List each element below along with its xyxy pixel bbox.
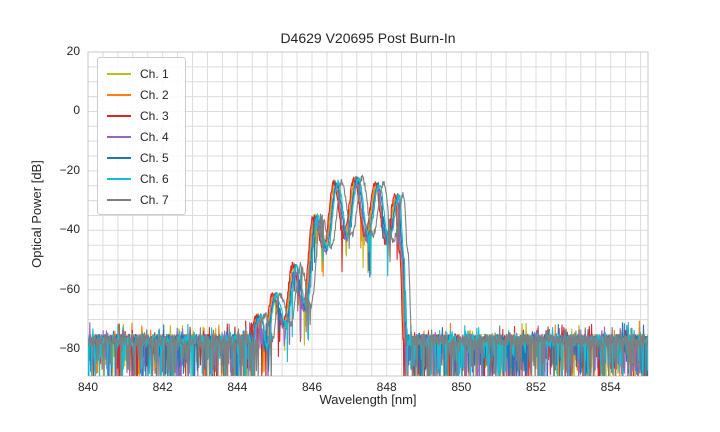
- legend-line-swatch: [107, 177, 131, 180]
- chart-title: D4629 V20695 Post Burn-In: [280, 30, 456, 46]
- legend-label: Ch. 2: [140, 87, 169, 102]
- y-tick-label: −40: [59, 222, 80, 237]
- x-tick-label: 848: [376, 380, 397, 394]
- legend-line-swatch: [107, 114, 131, 117]
- x-tick-label: 850: [451, 380, 472, 394]
- legend-line-swatch: [107, 135, 131, 138]
- legend-item-ch-2: Ch. 2: [107, 84, 185, 105]
- legend: Ch. 1 Ch. 2 Ch. 3 Ch. 4 Ch. 5 Ch. 6 Ch. 7: [97, 57, 186, 215]
- x-tick-label: 852: [525, 380, 547, 394]
- legend-line-swatch: [107, 93, 131, 96]
- legend-item-ch-4: Ch. 4: [107, 126, 185, 147]
- legend-label: Ch. 4: [140, 129, 169, 144]
- y-tick-label: 20: [66, 44, 80, 58]
- plot-frame: [87, 51, 649, 377]
- x-tick-label: 842: [152, 380, 173, 394]
- x-tick-label: 854: [600, 380, 621, 394]
- legend-line-swatch: [107, 156, 131, 159]
- legend-line-swatch: [107, 198, 131, 201]
- x-tick-label: 840: [77, 380, 99, 394]
- y-tick-label: 0: [73, 103, 80, 118]
- legend-label: Ch. 7: [140, 192, 169, 207]
- legend-item-ch-5: Ch. 5: [107, 147, 185, 168]
- legend-item-ch-3: Ch. 3: [107, 105, 185, 126]
- legend-label: Ch. 6: [140, 171, 169, 186]
- y-axis-label: Optical Power [dB]: [29, 160, 44, 268]
- x-axis-label: Wavelength [nm]: [319, 392, 417, 407]
- legend-label: Ch. 5: [140, 150, 169, 165]
- legend-line-swatch: [107, 72, 131, 75]
- y-tick-label: −60: [59, 281, 80, 296]
- legend-item-ch-1: Ch. 1: [107, 63, 185, 84]
- legend-item-ch-6: Ch. 6: [107, 168, 185, 189]
- legend-label: Ch. 3: [140, 108, 169, 123]
- y-tick-label: −20: [59, 162, 80, 177]
- x-tick-label: 846: [301, 380, 323, 394]
- legend-item-ch-7: Ch. 7: [107, 189, 185, 210]
- y-tick-label: −80: [59, 341, 80, 356]
- x-tick-label: 844: [227, 380, 248, 394]
- legend-label: Ch. 1: [140, 66, 169, 81]
- series-ch-7: [88, 174, 648, 376]
